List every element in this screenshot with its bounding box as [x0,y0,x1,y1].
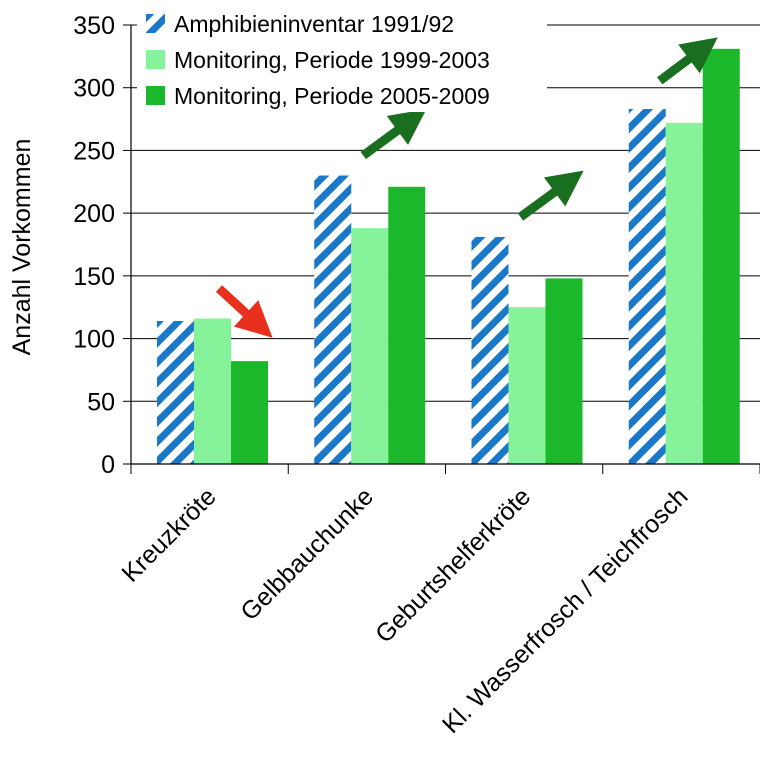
y-tick-label: 300 [73,75,115,103]
bar-series-3 [388,186,426,464]
bar-series-2 [194,318,231,464]
trend-arrow-up-icon [657,37,718,85]
legend-swatch [146,14,165,33]
trend-arrows [215,37,718,338]
y-tick-labels: 0 50 100 150 200 250 300 350 [73,12,115,479]
category-labels: Kreuzkröte GelbbauchunkeGeburtshelferkröt… [116,482,693,739]
bar-series-3 [545,278,583,464]
y-tick-label: 150 [73,263,115,291]
y-tick-label: 0 [101,451,115,479]
y-axis-label: Anzahl Vorkommen [8,139,36,356]
y-tick-label: 100 [73,326,115,354]
legend-background [137,4,547,112]
x-tick-label: Kl. Wasserfrosch / Teichfrosch [437,482,694,739]
y-tick-label: 250 [73,137,115,165]
x-tick-label: Gelbbauchunke [235,482,379,626]
bar-series-2 [508,307,546,464]
y-tick-label: 200 [73,200,115,228]
trend-arrow-up-icon [360,109,427,160]
bars [157,48,740,465]
bar-series-1 [314,175,352,464]
bar-series-3 [231,361,268,464]
legend-label: Monitoring, Periode 1999-2003 [174,47,490,73]
bar-series-2 [351,228,389,464]
bar-series-1 [157,321,194,464]
legend-swatch [146,50,165,69]
bar-series-1 [628,109,666,464]
y-tick-label: 50 [87,388,115,416]
x-tick-label: Kreuzkröte [116,482,221,587]
legend-label: Monitoring, Periode 2005-2009 [174,83,490,109]
bar-series-3 [702,48,740,465]
trend-arrow-up-icon [517,170,584,221]
x-tick-label: Geburtshelferkröte [370,482,536,648]
legend-swatch [146,86,165,105]
bar-series-1 [471,236,509,464]
axes [130,25,760,474]
legend-label: Amphibieninventar 1991/92 [174,11,454,37]
trend-arrow-down-icon [215,285,273,338]
legend: Amphibieninventar 1991/92 Monitoring, Per… [137,4,547,112]
y-tick-label: 350 [73,12,115,40]
bar-series-2 [665,122,703,464]
